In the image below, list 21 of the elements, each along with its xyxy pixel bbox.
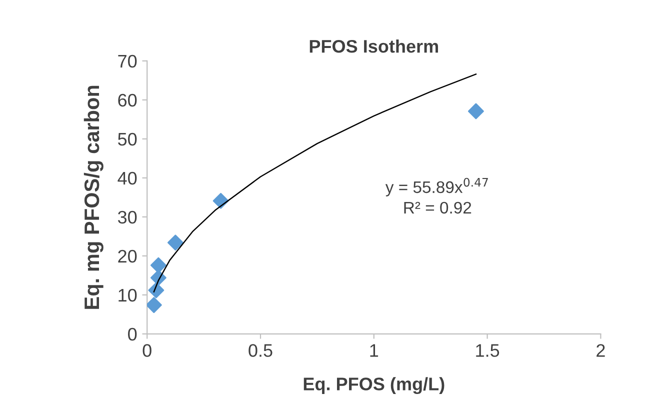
y-tick-label: 70 — [118, 54, 137, 68]
point — [468, 103, 484, 120]
text: y = 55.89x$^{0.47}$ R² = 0.92 — [385, 178, 488, 214]
y-tick-label: 40 — [118, 172, 137, 185]
y-tick-label: 0 — [128, 328, 137, 341]
y-tick-label: 60 — [118, 94, 137, 107]
y-tick-label: 30 — [118, 210, 137, 224]
x-tick-label: 2 — [596, 344, 605, 357]
point — [167, 234, 184, 251]
x-axis-title: Eq. PFOS (mg/L) — [304, 377, 444, 394]
x-tick-label: 0 — [142, 344, 152, 357]
x-tick-label: 1 — [370, 344, 378, 357]
x-tick-label: 0.5 — [248, 344, 272, 357]
y-tick-label: 10 — [118, 288, 137, 302]
y-tick-label: 20 — [118, 250, 137, 263]
y-axis-title: Eq. mg PFOS/g carbon — [84, 86, 104, 309]
y-tick-label: 50 — [118, 132, 137, 146]
x-tick-label: 1.5 — [476, 344, 500, 357]
point — [150, 257, 166, 274]
chart-title: PFOS Isotherm — [310, 39, 438, 53]
point — [147, 297, 162, 314]
